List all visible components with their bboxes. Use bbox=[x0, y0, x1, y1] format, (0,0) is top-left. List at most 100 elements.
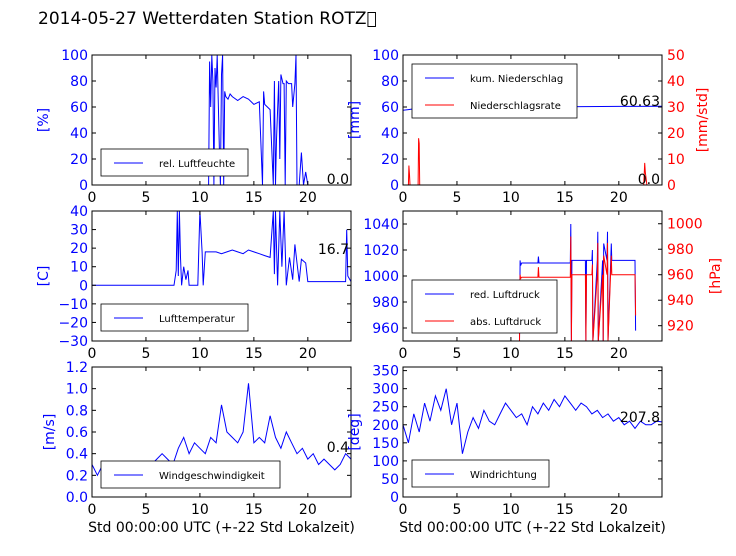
y2-tick-label: 960 bbox=[667, 268, 694, 284]
x-tick-label: 10 bbox=[191, 346, 209, 362]
series-group-temperature bbox=[92, 211, 351, 286]
y-tick-label: 0 bbox=[390, 490, 399, 506]
x-tick-label: 15 bbox=[556, 346, 574, 362]
x-tick-label: 15 bbox=[245, 502, 263, 518]
y-tick-label: 0.6 bbox=[66, 425, 88, 441]
axes-frame-temperature bbox=[91, 210, 352, 342]
y-tick-label: 300 bbox=[372, 382, 399, 398]
x-tick-label: 10 bbox=[191, 190, 209, 206]
axes-frame-winddirection bbox=[402, 366, 663, 498]
legend-label: Windgeschwindigkeit bbox=[159, 471, 265, 482]
y2-tick-label: 980 bbox=[667, 242, 694, 258]
series-group-pressure bbox=[519, 223, 637, 341]
y-tick-label: −10 bbox=[58, 297, 88, 313]
y-axis-label: [mm] bbox=[347, 101, 363, 139]
y-tick-label: 250 bbox=[372, 400, 399, 416]
y-tick-label: 20 bbox=[70, 241, 88, 257]
y-tick-label: 30 bbox=[70, 223, 88, 239]
y2-tick-label: 1000 bbox=[667, 217, 703, 233]
y-tick-label: 10 bbox=[70, 260, 88, 276]
x-axis-label: Std 00:00:00 UTC (+-22 Std Lokalzeit) bbox=[399, 520, 666, 536]
y-tick-label: 100 bbox=[61, 48, 88, 64]
panel-windspeed: 0 5 10 15 20 0.0 0.2 0.4 0.6 0.8 1.0 1.2 [m/s] Std 00… bbox=[42, 360, 355, 536]
x-tick-label: 20 bbox=[299, 190, 317, 206]
y-tick-label: 150 bbox=[372, 436, 399, 452]
legend-label: Lufttemperatur bbox=[159, 314, 236, 325]
x-tick-label: 0 bbox=[88, 502, 97, 518]
x-axis-label: Std 00:00:00 UTC (+-22 Std Lokalzeit) bbox=[88, 520, 355, 536]
last-value-annotation: 0.4 bbox=[327, 440, 349, 456]
y-tick-label: 80 bbox=[381, 74, 399, 90]
x-tick-label: 20 bbox=[299, 346, 317, 362]
y-tick-label: 0.2 bbox=[66, 468, 88, 484]
panel-precipitation: 0 5 10 15 20 0 20 40 60 80 100 0 10 20 30 40 50 [mm] [mm/s… bbox=[347, 48, 711, 206]
y-tick-label: 0 bbox=[390, 178, 399, 194]
y-tick-label: 1.2 bbox=[66, 360, 88, 376]
panel-pressure: 0 5 10 15 20 960 980 1000 1020 1040 920 940 960 980 10… bbox=[363, 210, 724, 362]
legend-label: rel. Luftfeuchte bbox=[159, 159, 235, 170]
y-tick-label: 1020 bbox=[363, 243, 399, 259]
x-tick-label: 5 bbox=[141, 346, 150, 362]
y-tick-label: 20 bbox=[70, 152, 88, 168]
series-line-pressure-1 bbox=[519, 236, 637, 341]
x-tick-label: 5 bbox=[141, 190, 150, 206]
x-tick-label: 20 bbox=[610, 502, 628, 518]
y-tick-label: 60 bbox=[70, 100, 88, 116]
y2-tick-label: 0 bbox=[667, 178, 676, 194]
y-tick-label: 60 bbox=[381, 100, 399, 116]
y2-tick-label: 30 bbox=[667, 100, 685, 116]
x-tick-label: 10 bbox=[191, 502, 209, 518]
y-tick-label: 40 bbox=[70, 126, 88, 142]
x-tick-label: 10 bbox=[502, 346, 520, 362]
last-value-annotation-2: 0.0 bbox=[638, 172, 660, 188]
series-line-humidity-0 bbox=[92, 55, 351, 185]
series-line-winddirection-0 bbox=[403, 388, 662, 454]
y-tick-label: 100 bbox=[372, 48, 399, 64]
x-tick-label: 0 bbox=[399, 502, 408, 518]
x-tick-label: 10 bbox=[502, 502, 520, 518]
x-tick-label: 10 bbox=[502, 190, 520, 206]
y-tick-label: 0.4 bbox=[66, 447, 88, 463]
legend-label: kum. Niederschlag bbox=[470, 74, 563, 85]
y-tick-label: 350 bbox=[372, 364, 399, 380]
legend-label: red. Luftdruck bbox=[470, 290, 540, 301]
last-value-annotation: 16.7 bbox=[318, 242, 349, 258]
x-tick-label: 0 bbox=[399, 190, 408, 206]
y2-axis-label: [hPa] bbox=[708, 258, 724, 294]
y-tick-label: 50 bbox=[381, 472, 399, 488]
last-value-annotation: 0.0 bbox=[327, 172, 349, 188]
x-tick-label: 5 bbox=[452, 190, 461, 206]
y2-tick-label: 920 bbox=[667, 319, 694, 335]
y2-tick-label: 40 bbox=[667, 74, 685, 90]
y-tick-label: 1000 bbox=[363, 269, 399, 285]
y2-tick-label: 20 bbox=[667, 126, 685, 142]
x-tick-label: 15 bbox=[556, 190, 574, 206]
legend-box bbox=[411, 63, 578, 119]
series-group-winddirection bbox=[403, 388, 662, 454]
y-tick-label: 200 bbox=[372, 418, 399, 434]
y-tick-label: 40 bbox=[70, 204, 88, 220]
y-tick-label: −30 bbox=[58, 334, 88, 350]
y-axis-label: [%] bbox=[36, 108, 52, 132]
y-tick-label: 0.0 bbox=[66, 490, 88, 506]
legend-box bbox=[411, 279, 558, 334]
x-tick-label: 5 bbox=[141, 502, 150, 518]
x-tick-label: 5 bbox=[452, 502, 461, 518]
x-tick-label: 20 bbox=[610, 346, 628, 362]
legend-label: abs. Luftdruck bbox=[470, 317, 541, 328]
x-tick-label: 0 bbox=[88, 190, 97, 206]
y-tick-label: 20 bbox=[381, 152, 399, 168]
y-tick-label: 0 bbox=[79, 178, 88, 194]
y2-tick-label: 940 bbox=[667, 293, 694, 309]
x-tick-label: 5 bbox=[452, 346, 461, 362]
figure-title: 2014-05-27 Wetterdaten Station ROTZ  bbox=[38, 9, 377, 29]
y-tick-label: 0 bbox=[79, 278, 88, 294]
legend-label: Niederschlagsrate bbox=[470, 101, 561, 112]
y-tick-label: 980 bbox=[372, 295, 399, 311]
y-axis-label: [C] bbox=[36, 266, 52, 287]
series-group-humidity bbox=[92, 55, 351, 185]
x-tick-label: 15 bbox=[245, 346, 263, 362]
series-line-precipitation-1 bbox=[403, 138, 662, 185]
panel-temperature: 0 5 10 15 20 −30 −20 −10 0 10 20 30 40 [C] Lufttempera… bbox=[36, 204, 352, 362]
